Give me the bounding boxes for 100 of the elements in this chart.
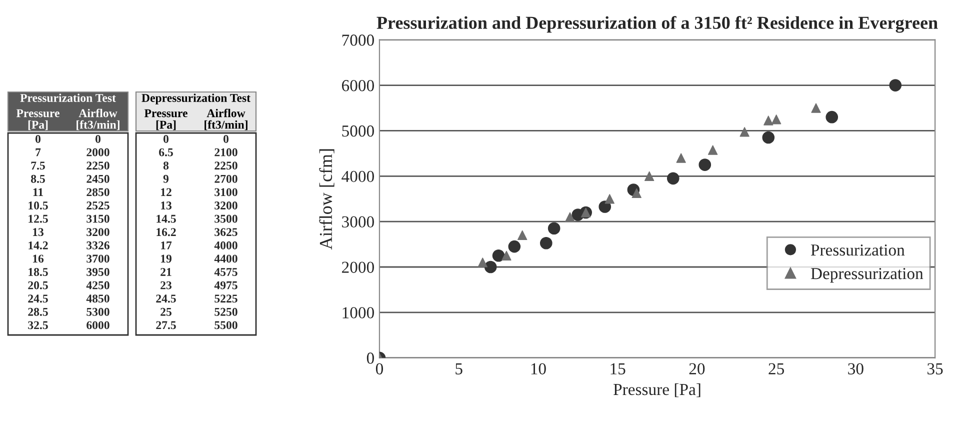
text: 0 <box>164 134 168 143</box>
text: 0 <box>224 134 228 143</box>
y-tick-label: 2000 <box>342 262 374 273</box>
point <box>764 116 774 126</box>
text: 17 <box>161 241 172 250</box>
text: 8 <box>163 162 169 170</box>
x-tick-label: 0 <box>376 363 383 374</box>
text: Pressure [Pa] <box>16 109 60 130</box>
text: 7 <box>36 148 41 156</box>
text: Pressure [Pa] <box>144 109 188 130</box>
text: 2250 <box>86 162 110 170</box>
text: 13 <box>33 228 44 236</box>
text: 5300 <box>86 308 110 316</box>
text: 5225 <box>214 294 238 303</box>
point <box>478 258 488 268</box>
point <box>666 172 680 185</box>
point <box>517 230 528 240</box>
point <box>632 188 642 198</box>
point <box>565 212 575 222</box>
text: 20.5 <box>28 281 48 290</box>
point <box>508 240 521 253</box>
text: 2000 <box>86 148 110 156</box>
text: 3100 <box>214 188 238 196</box>
text: 2525 <box>86 202 110 210</box>
text: 18.5 <box>28 268 48 276</box>
text: 4575 <box>214 268 238 276</box>
text: 2850 <box>86 188 110 196</box>
text: 3326 <box>86 241 110 250</box>
text: 24.5 <box>28 294 48 303</box>
text: 0 <box>96 134 100 143</box>
text: 5250 <box>214 308 238 316</box>
point <box>771 114 782 124</box>
text: 14.2 <box>28 241 48 250</box>
text: 16 <box>33 254 44 263</box>
text: 10.5 <box>28 201 48 210</box>
point <box>548 222 560 235</box>
text: 0 <box>36 134 40 143</box>
x-tick-label: 35 <box>928 363 943 374</box>
y-tick-label: 0 <box>366 352 374 364</box>
text: 27.5 <box>156 321 176 330</box>
point <box>708 145 718 155</box>
text: 7.5 <box>31 162 45 170</box>
text: 2700 <box>214 174 238 183</box>
legend-label: Depressurization <box>810 268 924 283</box>
point <box>604 194 614 204</box>
text: 9 <box>163 174 169 183</box>
point <box>644 171 654 181</box>
text: Airflow [ft3/min] <box>76 108 120 130</box>
text: 13 <box>161 202 172 210</box>
point <box>762 131 775 144</box>
text: 5500 <box>214 321 238 330</box>
x-tick-label: 25 <box>768 363 784 374</box>
text: 32.5 <box>28 321 48 330</box>
x-tick-label: 5 <box>456 363 462 374</box>
y-tick-label: 5000 <box>342 125 374 137</box>
text: 8.5 <box>31 174 45 183</box>
point <box>540 236 552 250</box>
text: Pressurization Test <box>20 94 116 102</box>
text: 3150 <box>86 214 110 223</box>
text: 4250 <box>86 281 110 290</box>
legend-label: Pressurization <box>810 244 905 256</box>
text: 16.2 <box>156 228 176 236</box>
point <box>740 127 750 137</box>
text: 3700 <box>86 254 110 263</box>
text: 4400 <box>214 254 238 263</box>
text: Airflow [ft3/min] <box>204 108 248 130</box>
x-tick-label: 30 <box>848 363 864 374</box>
point <box>698 158 712 171</box>
point <box>492 249 505 262</box>
text: 3500 <box>214 214 238 223</box>
point <box>598 200 612 213</box>
x-axis-title: Pressure [Pa] <box>614 383 700 398</box>
text: 12 <box>161 188 172 196</box>
text: 23 <box>160 281 172 290</box>
text: Depressurization Test <box>142 94 250 104</box>
x-tick-label: 20 <box>689 363 705 374</box>
text: 3200 <box>86 228 110 236</box>
point <box>826 110 838 124</box>
text: 21 <box>160 268 172 276</box>
text: 4000 <box>214 241 238 250</box>
text: 3950 <box>86 268 110 276</box>
text: 24.5 <box>156 294 176 303</box>
text: 2100 <box>214 148 238 156</box>
text: 3200 <box>214 201 238 210</box>
text: 28.5 <box>28 308 48 316</box>
point <box>502 250 512 260</box>
y-tick-label: 3000 <box>342 216 374 228</box>
text: 19 <box>161 254 172 263</box>
text: 12.5 <box>28 214 48 223</box>
chart-title: Pressurization and Depressurization of a 3150 ft² Residence in Evergreen <box>376 16 938 33</box>
y-axis-title: Airflow [cfm] <box>319 149 334 250</box>
text: 14.5 <box>156 214 176 223</box>
text: 4975 <box>214 281 238 290</box>
text: 11 <box>33 188 43 196</box>
y-tick-label: 4000 <box>342 170 374 182</box>
y-tick-label: 7000 <box>342 34 374 46</box>
point <box>484 260 497 274</box>
text: 4850 <box>86 294 110 303</box>
x-tick-label: 10 <box>531 363 546 374</box>
y-tick-label: 1000 <box>342 307 374 318</box>
